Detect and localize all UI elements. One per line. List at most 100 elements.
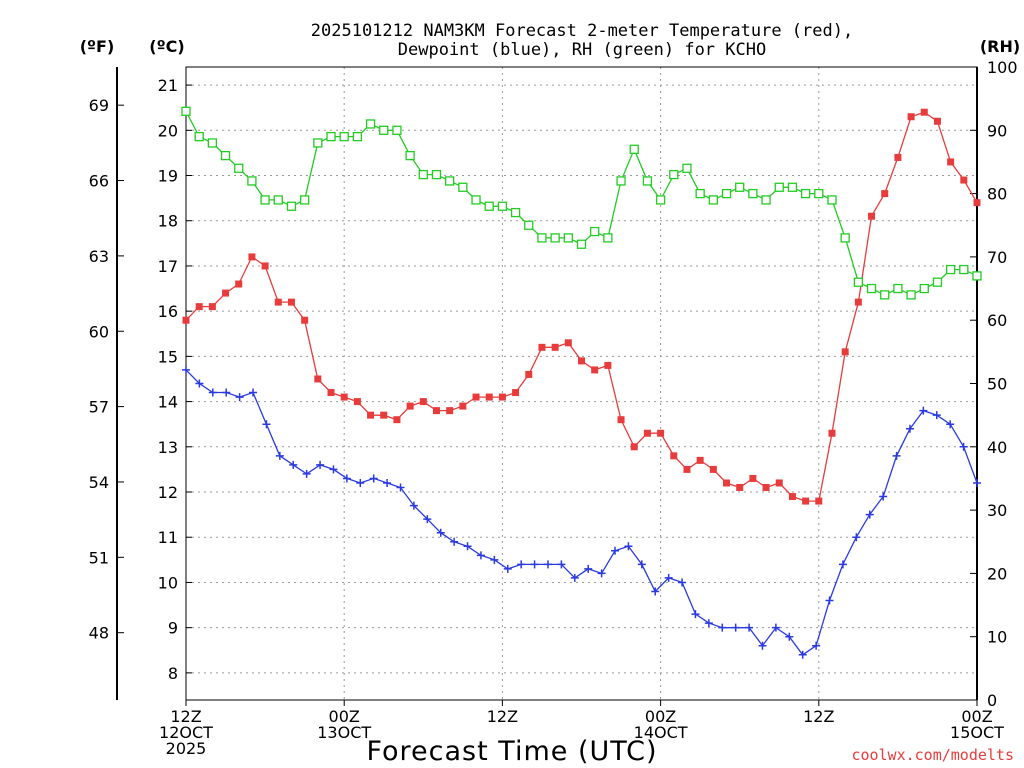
temperature-point (406, 402, 414, 410)
dewpoint-point (825, 596, 834, 605)
rh-tick-label: 50 (987, 375, 1007, 394)
temperature-point (578, 357, 585, 365)
plot-frame (185, 66, 978, 701)
rh-point (326, 131, 336, 142)
celsius-tick-label: 11 (158, 528, 178, 547)
dewpoint-point (973, 478, 981, 487)
dewpoint-point (771, 623, 780, 632)
x-tick-label: 12OCT (159, 723, 213, 742)
rh-tick-label: 20 (987, 564, 1007, 583)
temperature-point (498, 393, 506, 401)
rh-point (800, 188, 811, 199)
fahrenheit-tick-label: 69 (89, 96, 109, 115)
dewpoint-point (543, 560, 552, 569)
fahrenheit-tick-label: 51 (89, 548, 109, 567)
rh-point (313, 138, 323, 148)
temperature-point (802, 497, 810, 505)
fahrenheit-tick-label: 48 (89, 624, 109, 643)
temperature-point (841, 348, 849, 356)
dewpoint-point (182, 365, 190, 374)
dewpoint-point (798, 650, 807, 659)
rh-point (260, 195, 270, 205)
temperature-point (551, 343, 559, 351)
rh-point (365, 119, 376, 129)
temperature-point (775, 479, 783, 487)
temperature-point (182, 316, 190, 324)
x-tick-label: 12Z (803, 707, 834, 726)
dewpoint-point (302, 469, 311, 478)
rh-point (524, 220, 534, 230)
temperature-point (657, 429, 665, 437)
rh-point (932, 277, 943, 287)
rh-point (708, 195, 718, 205)
x-tick-label: 2025 (166, 739, 207, 758)
temperature-point (617, 416, 625, 424)
rh-point (919, 283, 929, 294)
rh-point (827, 195, 837, 205)
temperature-point (327, 389, 335, 397)
rh-point (550, 233, 560, 243)
dewpoint-point (731, 623, 740, 632)
temperature-point (367, 411, 375, 419)
rh-point (959, 264, 969, 275)
rh-point (590, 226, 600, 237)
rh-tick-label: 10 (987, 628, 1007, 647)
rh-point (695, 188, 705, 199)
dewpoint-point (865, 510, 874, 519)
x-tick-label: 14OCT (634, 723, 688, 742)
dewpoint-point (879, 492, 888, 501)
rh-point (629, 144, 639, 154)
dewpoint-point (329, 465, 338, 474)
dewpoint-point (758, 641, 767, 650)
dewpoint-point (892, 451, 901, 460)
temperature-point (261, 262, 269, 270)
rh-tick-label: 90 (987, 121, 1007, 140)
temperature-point (314, 375, 322, 383)
rh-point (181, 106, 191, 116)
series-group (181, 106, 982, 659)
rh-point (972, 271, 982, 281)
rh-point (392, 125, 402, 135)
temperature-point (340, 393, 348, 401)
temperature-point (301, 316, 309, 324)
dewpoint-line (185, 369, 978, 656)
dewpoint-point (262, 420, 271, 429)
watermark: coolwx.com/modelts (851, 746, 1014, 764)
dewpoint-point (503, 564, 512, 573)
rh-point (405, 150, 415, 161)
celsius-tick-label: 10 (158, 573, 178, 592)
dewpoint-point (852, 533, 861, 542)
x-tick-label: 00Z (961, 707, 992, 726)
fahrenheit-tick-label: 66 (89, 172, 109, 191)
dewpoint-point (611, 546, 620, 555)
temperature-point (683, 465, 691, 473)
temperature-point (287, 298, 295, 306)
temperature-point (947, 158, 955, 166)
dewpoint-point (905, 424, 914, 433)
temperature-point (472, 393, 480, 401)
x-tick-label: 15OCT (950, 723, 1004, 742)
temperature-point (749, 474, 757, 482)
rh-point (537, 233, 547, 243)
rh-point (234, 163, 244, 173)
x-tick-label: 12Z (487, 707, 518, 726)
rh-point (194, 131, 204, 142)
dewpoint-point (222, 388, 231, 397)
rh-point (286, 201, 297, 211)
temperature-point (564, 339, 572, 347)
rh-point (220, 150, 231, 161)
temperature-point (868, 212, 876, 220)
celsius-tick-label: 20 (158, 121, 178, 140)
dewpoint-point (450, 537, 459, 546)
rh-point (379, 125, 389, 135)
rh-point (563, 233, 573, 243)
temperature-point (696, 456, 704, 464)
rh-tick-label: 80 (987, 185, 1007, 204)
temperature-point (643, 429, 651, 437)
celsius-tick-label: 18 (158, 212, 178, 231)
gridlines (186, 67, 977, 700)
rh-point (497, 201, 508, 211)
x-tick-label: 12Z (170, 707, 201, 726)
dewpoint-point (959, 442, 968, 451)
